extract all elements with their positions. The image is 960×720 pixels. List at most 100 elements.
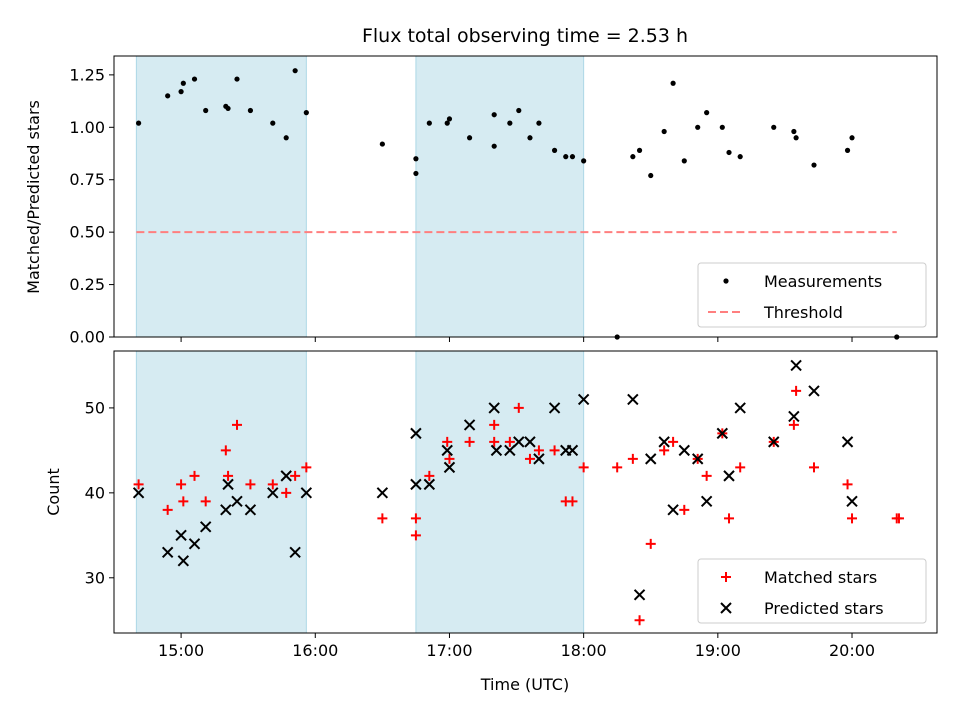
matched-star-point <box>549 445 560 456</box>
top-y-tick-label: 1.25 <box>69 65 105 84</box>
measurement-point <box>791 128 797 135</box>
predicted-star-point <box>188 538 201 550</box>
matched-star-point <box>489 436 500 447</box>
matched-star-point <box>612 462 623 473</box>
measurement-point <box>636 147 643 153</box>
matched-star-point <box>178 496 189 507</box>
measurement-point <box>793 135 799 141</box>
measurement-point <box>726 149 732 156</box>
matched-star-point <box>189 470 200 481</box>
measurement-point <box>191 76 198 82</box>
measurement-point <box>630 154 636 160</box>
matched-star-point <box>410 530 421 541</box>
predicted-star-point <box>548 402 561 414</box>
measurement-point <box>426 120 432 126</box>
matched-star-point <box>659 445 670 456</box>
matched-star-point <box>223 470 234 481</box>
top-panel: 0.00 0.25 0.50 0.75 1.00 1.25 Measurements Thre… <box>69 55 938 347</box>
measurement-point <box>771 124 777 130</box>
matched-star-point <box>634 615 645 626</box>
matched-star-point <box>847 513 858 524</box>
measurement-point <box>737 154 743 160</box>
predicted-star-point <box>691 453 704 465</box>
bottom-panel: 30 40 50 15:00 16:00 17:00 18:00 19:00 20:00 Matc… <box>85 350 938 660</box>
bottom-axes-frame <box>113 350 938 634</box>
measurement-point <box>446 116 453 122</box>
x-axis-label: Time (UTC) <box>480 675 569 694</box>
matched-star-point <box>513 402 524 413</box>
bottom-y-tick-label: 40 <box>85 483 105 502</box>
predicted-star-point <box>524 436 536 448</box>
matched-star-point <box>410 513 421 524</box>
bottom-y-tick-label: 30 <box>85 568 105 587</box>
predicted-star-point <box>723 470 735 482</box>
x-tick-label: 18:00 <box>561 641 607 660</box>
top-y-tick-label: 0.75 <box>69 170 105 189</box>
top-y-tick-label: 1.00 <box>69 118 105 137</box>
predicted-star-point <box>667 504 679 516</box>
legend-marker-predicted <box>720 602 732 614</box>
measurement-point <box>413 156 419 162</box>
matched-star-point <box>578 462 589 473</box>
matched-star-point <box>489 419 500 430</box>
measurement-point <box>491 112 497 118</box>
predicted-star-point <box>220 504 232 516</box>
bottom-shaded-span <box>415 350 585 634</box>
top-y-tick-label: 0.00 <box>69 328 105 347</box>
predicted-star-point <box>463 419 476 431</box>
predicted-star-point <box>410 427 422 440</box>
measurement-point <box>569 154 576 160</box>
matched-star-point <box>533 445 544 456</box>
x-tick-label: 20:00 <box>829 641 875 660</box>
measurement-point <box>136 120 142 126</box>
measurement-point <box>695 124 701 130</box>
legend-box <box>697 262 927 328</box>
matched-star-point <box>444 453 455 464</box>
measurement-point <box>270 120 276 126</box>
matched-star-point <box>464 436 475 447</box>
legend-box <box>697 558 927 624</box>
measurement-point <box>225 105 231 112</box>
predicted-star-point <box>244 504 257 516</box>
legend-label: Threshold <box>763 303 843 322</box>
predicted-star-point <box>161 546 174 559</box>
matched-star-point <box>627 453 638 464</box>
matched-star-point <box>424 470 435 481</box>
measurement-point <box>844 147 851 153</box>
predicted-star-point <box>734 402 746 414</box>
measurement-point <box>648 172 654 179</box>
measurement-point <box>661 128 667 135</box>
predicted-star-point <box>222 478 234 491</box>
matched-star-point <box>808 462 819 473</box>
measurement-point <box>516 107 522 114</box>
matched-star-point <box>290 470 301 481</box>
measurement-point <box>849 135 855 141</box>
matched-star-point <box>701 470 712 481</box>
matched-star-point <box>200 496 211 507</box>
bottom-y-tick-label: 50 <box>85 398 105 417</box>
legend-marker-measurements <box>723 278 729 284</box>
predicted-star-point <box>441 444 453 457</box>
measurement-point <box>670 80 676 86</box>
matched-star-point <box>301 462 312 473</box>
measurement-point <box>203 107 209 114</box>
predicted-star-point <box>410 478 422 491</box>
predicted-star-point <box>175 529 187 542</box>
legend-label: Matched stars <box>764 568 877 587</box>
top-axes-frame <box>113 55 938 338</box>
matched-star-point <box>791 385 802 396</box>
top-shaded-span <box>135 55 307 338</box>
measurement-point <box>413 170 419 177</box>
measurement-point <box>563 154 569 160</box>
x-tick-label: 16:00 <box>292 641 338 660</box>
predicted-star-point <box>768 436 780 448</box>
measurement-point <box>283 135 289 141</box>
predicted-star-point <box>289 546 301 559</box>
matched-star-point <box>679 504 690 515</box>
matched-star-point <box>133 479 144 490</box>
measurement-point <box>811 162 817 168</box>
predicted-star-point <box>267 487 279 499</box>
matched-star-point <box>893 513 904 524</box>
matched-star-point <box>504 436 515 447</box>
predicted-star-point <box>132 487 145 499</box>
